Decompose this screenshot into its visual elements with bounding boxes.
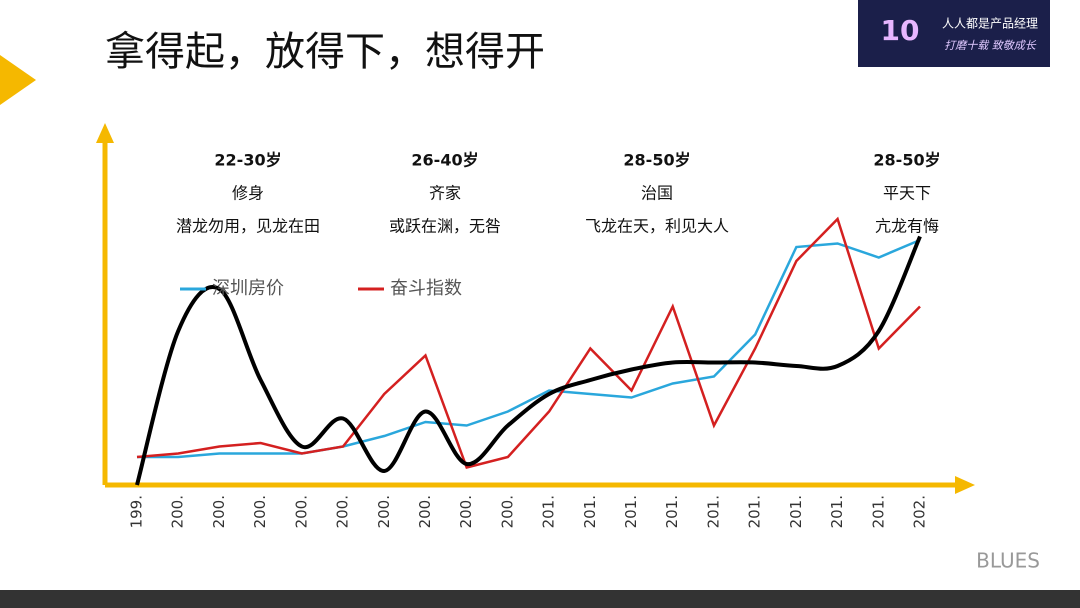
x-tick-label: 201. [828, 495, 846, 528]
logo-brand: 人人都是产品经理 [942, 17, 1038, 31]
x-tick-label: 201. [540, 495, 558, 528]
logo-number: 10 [881, 14, 920, 47]
x-tick-label: 200. [334, 495, 352, 528]
annotation-text: 或跃在渊，无咎 [389, 217, 501, 236]
x-tick-label: 200. [375, 495, 393, 528]
annotation-stage: 修身 [232, 184, 264, 203]
corner-decoration [0, 55, 36, 105]
annotation-age: 22-30岁 [214, 151, 281, 170]
x-tick-label: 201. [581, 495, 599, 528]
x-tick-label: 202. [911, 495, 929, 528]
x-tick-label: 199. [128, 495, 146, 528]
annotation-stage: 治国 [641, 184, 673, 203]
series-line [135, 235, 922, 486]
legend-label: 奋斗指数 [390, 278, 462, 299]
x-axis-arrow [955, 476, 975, 494]
annotation-age: 28-50岁 [873, 151, 940, 170]
logo-slogan: 打磨十载 致敬成长 [944, 39, 1036, 52]
x-tick-label: 200. [169, 495, 187, 528]
annotation-age: 26-40岁 [411, 151, 478, 170]
legend-label: 深圳房价 [212, 278, 284, 299]
annotation-text: 飞龙在天，利见大人 [585, 217, 729, 236]
y-axis-arrow [96, 123, 114, 143]
x-tick-label: 200. [292, 495, 310, 528]
x-tick-label: 201. [746, 495, 764, 528]
bottom-bar [0, 590, 1080, 608]
x-tick-label: 201. [787, 495, 805, 528]
annotation-stage: 齐家 [429, 184, 461, 203]
x-tick-label: 201. [704, 495, 722, 528]
watermark: BLUES [976, 549, 1040, 573]
annotation-age: 28-50岁 [623, 151, 690, 170]
annotation-text: 亢龙有悔 [875, 217, 939, 236]
series-line [136, 216, 921, 469]
slide-title: 拿得起，放得下，想得开 [105, 29, 545, 75]
x-tick-label: 201. [622, 495, 640, 528]
annotation-stage: 平天下 [883, 184, 931, 203]
logo-box [858, 0, 1050, 67]
annotation-text: 潜龙勿用，见龙在田 [176, 217, 320, 236]
series-line [137, 238, 921, 459]
x-tick-label: 200. [210, 495, 228, 528]
x-tick-label: 200. [251, 495, 269, 528]
x-tick-label: 200. [498, 495, 516, 528]
x-tick-label: 201. [663, 495, 681, 528]
x-tick-label: 200. [416, 495, 434, 528]
x-tick-label: 201. [869, 495, 887, 528]
x-tick-label: 200. [457, 495, 475, 528]
